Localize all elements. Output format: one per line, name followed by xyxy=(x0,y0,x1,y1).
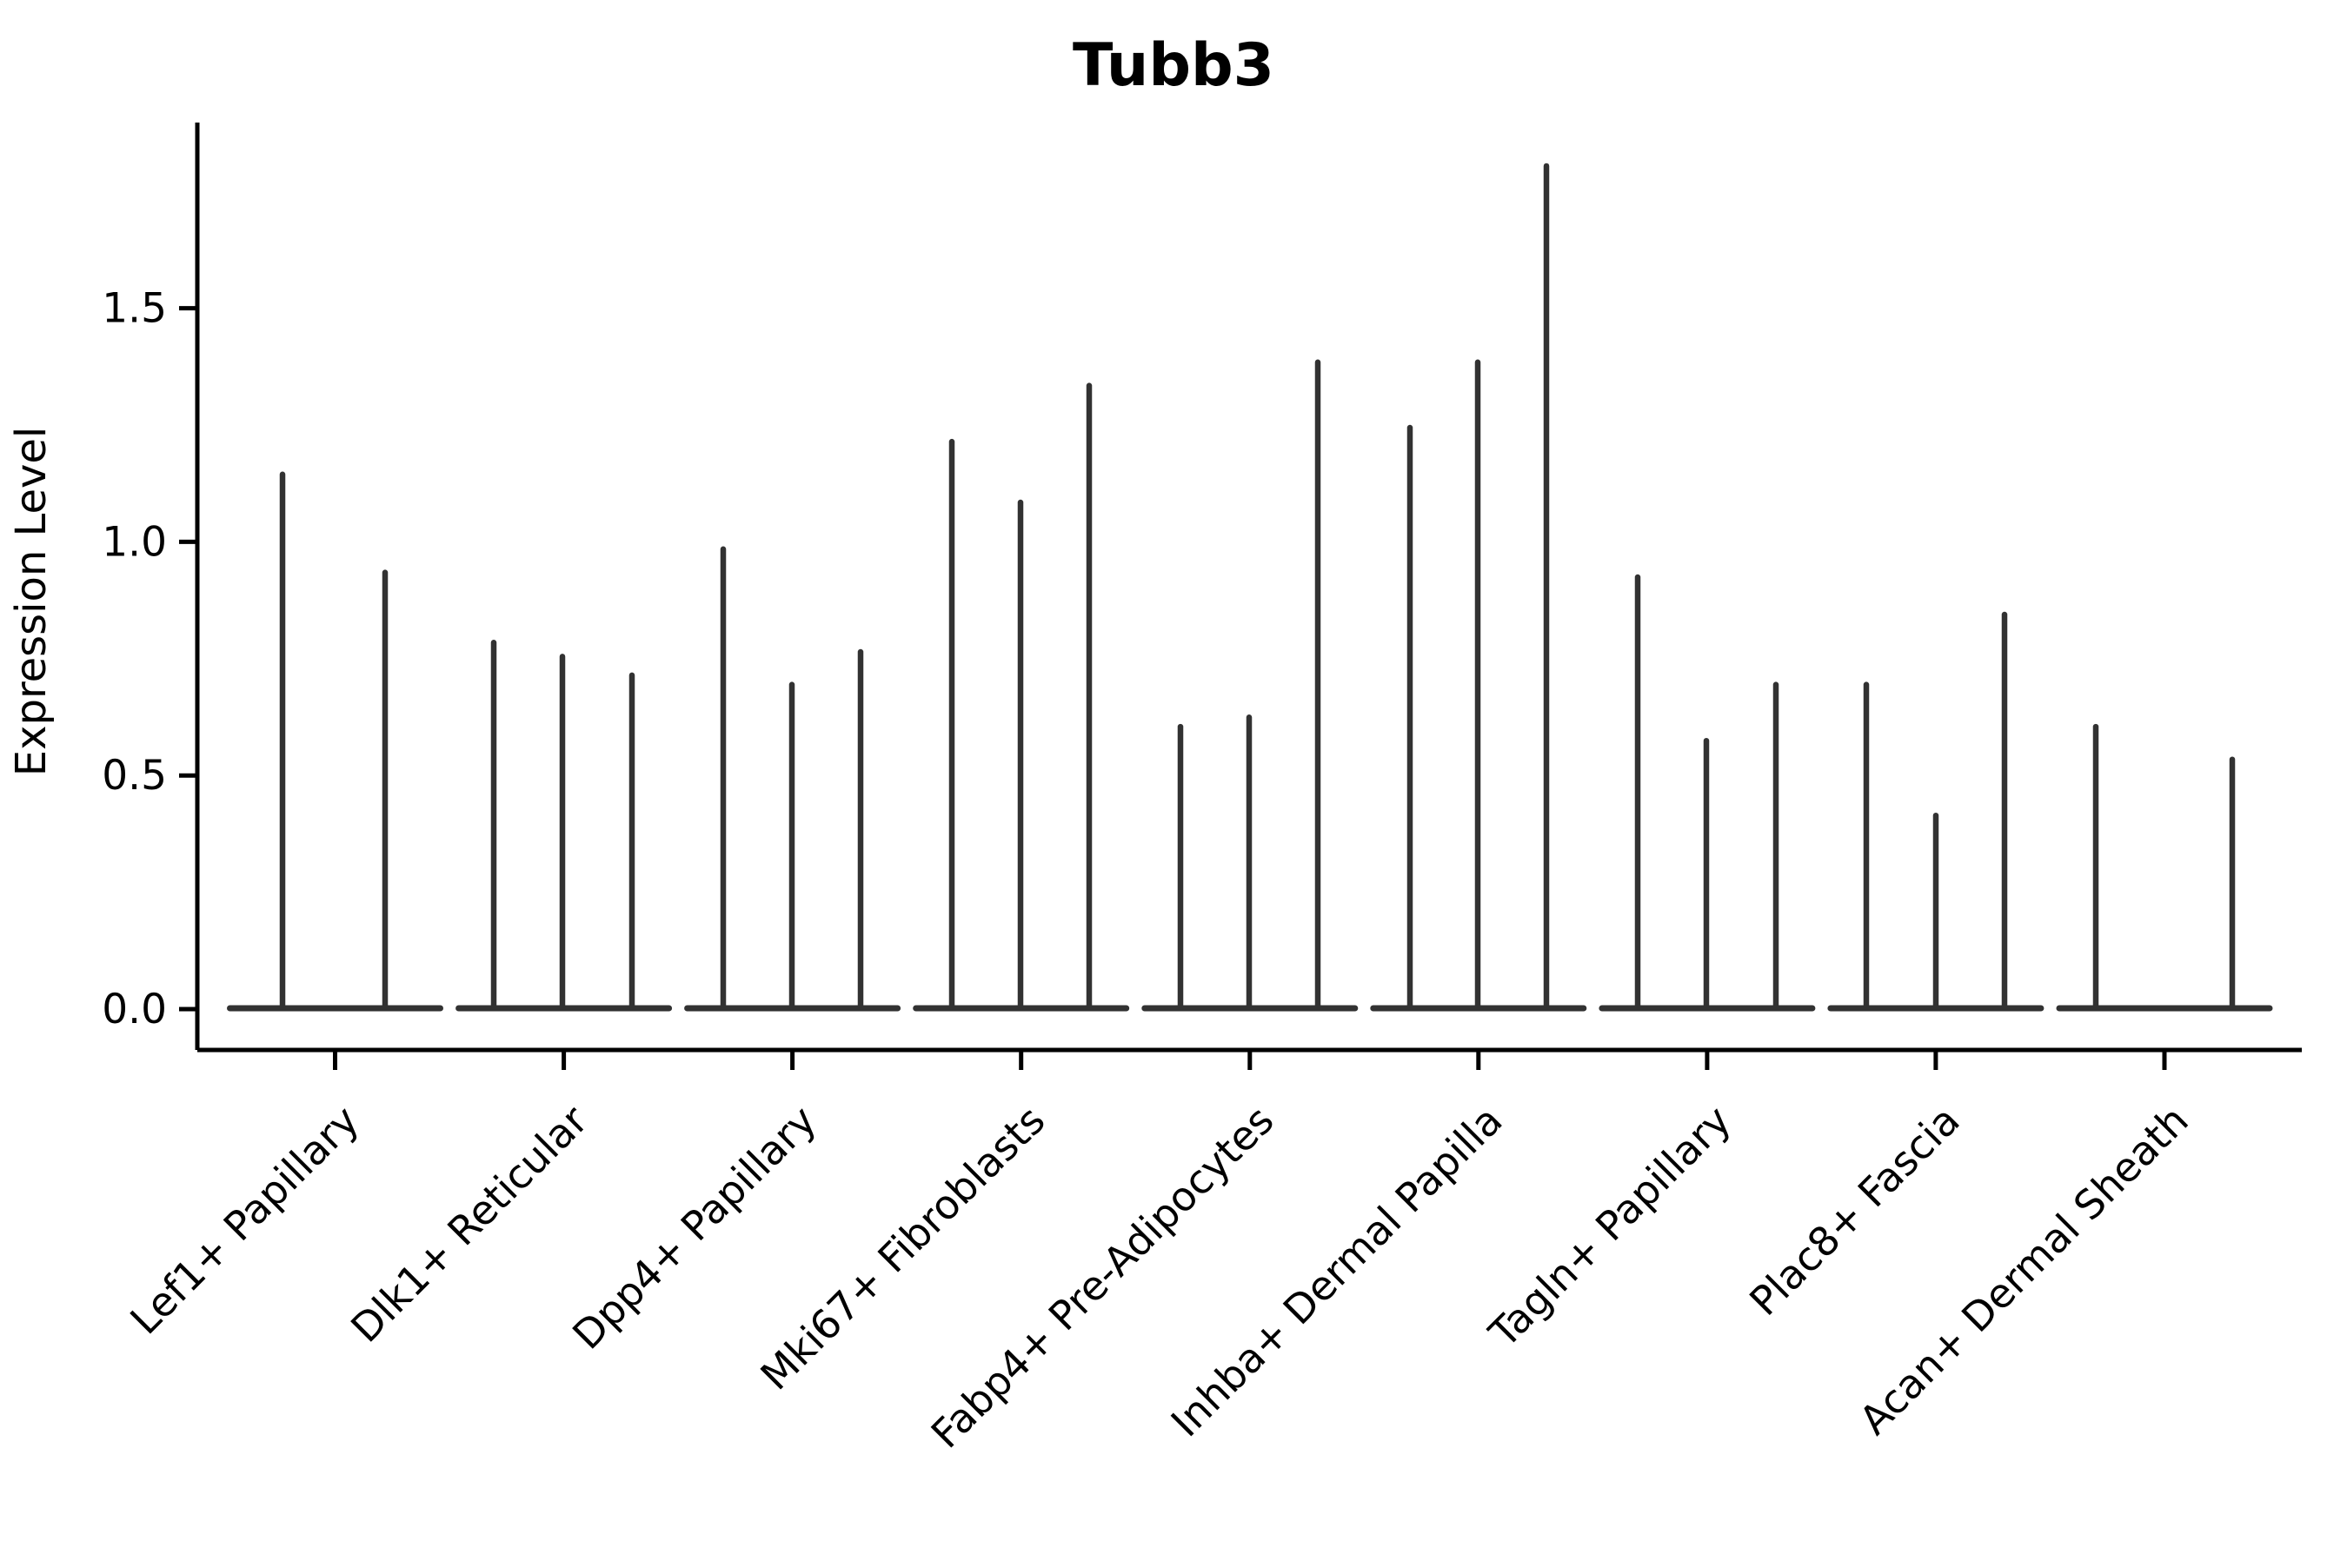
x-tick-label: Dlk1+ Reticular xyxy=(342,1097,596,1352)
y-tick-label: 1.5 xyxy=(102,285,167,333)
x-tick-label: Tagln+ Papillary xyxy=(1479,1097,1740,1358)
y-tick-label: 0.5 xyxy=(102,752,167,800)
chart-title: Tubb3 xyxy=(1073,31,1274,100)
y-axis-label: Expression Level xyxy=(7,427,56,777)
x-tick-label: Dpp4+ Papillary xyxy=(563,1097,825,1359)
violin-layer xyxy=(227,163,2273,1012)
x-tick-label: Plac8+ Fascia xyxy=(1740,1097,1968,1325)
x-tick-label: Lef1+ Papillary xyxy=(121,1097,368,1344)
y-tick-label: 0.0 xyxy=(102,986,167,1033)
y-tick-label: 1.0 xyxy=(102,518,167,566)
